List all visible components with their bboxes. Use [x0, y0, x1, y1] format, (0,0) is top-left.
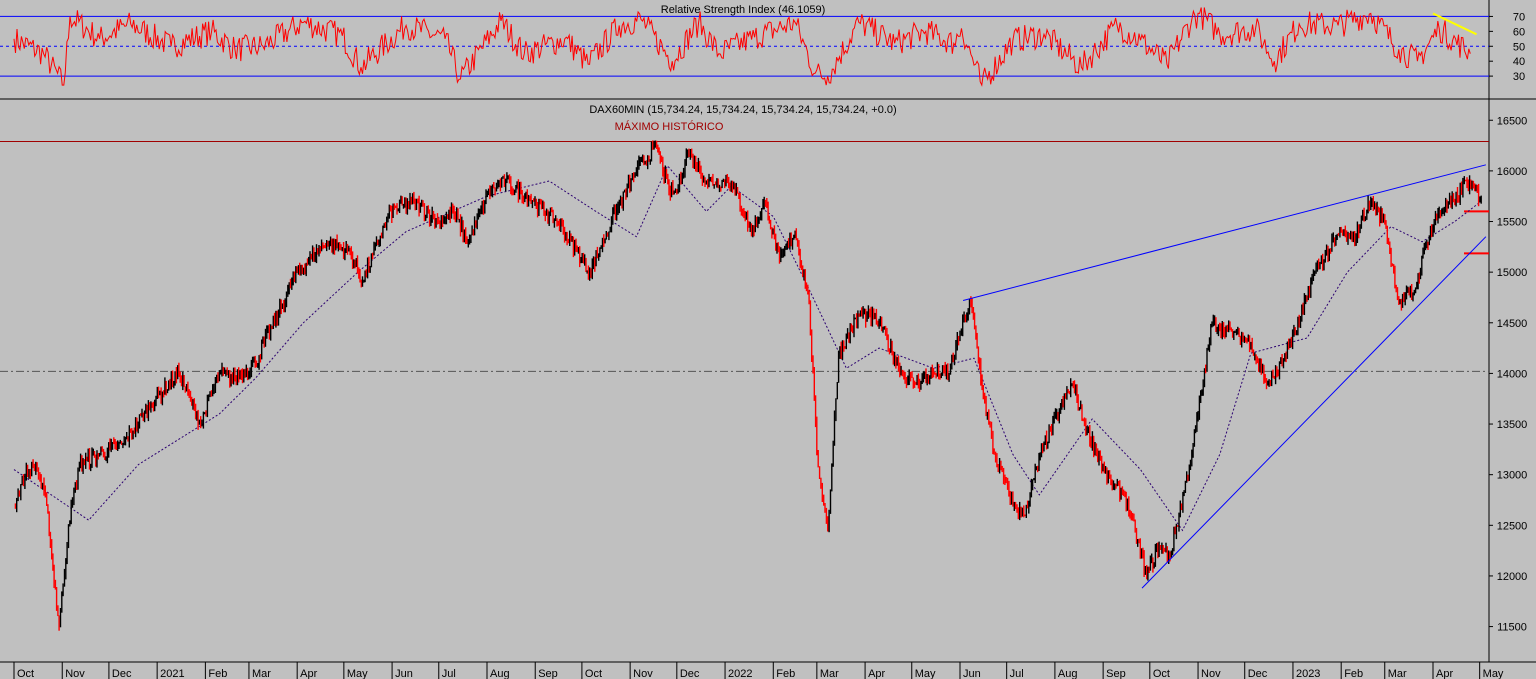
x-tick-label: Apr [1436, 668, 1453, 679]
x-tick-label: Feb [776, 668, 795, 679]
moving-average-line [13, 164, 1482, 532]
x-tick-label: May [915, 668, 936, 679]
price-tick-label: 15000 [1497, 267, 1528, 279]
x-tick-label: Apr [300, 668, 317, 679]
x-tick-label: Dec [112, 668, 132, 679]
rsi-line [13, 7, 1471, 87]
x-tick-label: May [347, 668, 368, 679]
x-axis-ticks: Oct Nov Dec 2021 Feb Mar Apr May Jun Jul Aug Sep Oct… [13, 662, 1504, 679]
rsi-tick-label: 50 [1513, 41, 1525, 53]
x-tick-label: Nov [65, 668, 85, 679]
price-series-group [13, 140, 1482, 631]
rsi-divergence-trendline [1432, 12, 1477, 36]
trendlines-group [962, 164, 1487, 589]
x-tick-label: Dec [1248, 668, 1268, 679]
price-tick-label: 13000 [1497, 470, 1528, 482]
rsi-tick-label: 40 [1513, 56, 1525, 68]
rsi-y-axis-ticks: 30 40 50 60 70 [1489, 11, 1525, 83]
rsi-tick-label: 30 [1513, 71, 1525, 83]
x-tick-label: Aug [490, 668, 510, 679]
price-tick-label: 14500 [1497, 318, 1528, 330]
price-title: DAX60MIN (15,734.24, 15,734.24, 15,734.2… [589, 104, 896, 116]
x-tick-label: Oct [1153, 668, 1170, 679]
x-tick-label: Mar [1388, 668, 1407, 679]
price-tick-label: 12500 [1497, 520, 1528, 532]
x-tick-label: 2022 [728, 668, 752, 679]
max-historico-annotation: MÁXIMO HISTÓRICO [615, 120, 724, 133]
x-tick-label: Nov [1201, 668, 1221, 679]
price-tick-label: 16000 [1497, 166, 1528, 178]
x-tick-label: Nov [633, 668, 653, 679]
price-y-axis-ticks: 11500 12000 12500 13000 13500 14000 14500 15000… [1489, 115, 1528, 634]
x-tick-label: Oct [17, 668, 34, 679]
x-tick-label: 2023 [1296, 668, 1320, 679]
x-tick-label: Jul [1010, 668, 1024, 679]
x-tick-label: Mar [820, 668, 839, 679]
x-tick-label: Jul [442, 668, 456, 679]
rsi-title: Relative Strength Index (46.1059) [661, 4, 826, 16]
x-tick-label: 2021 [160, 668, 184, 679]
x-tick-label: Aug [1058, 668, 1078, 679]
x-tick-label: Jun [395, 668, 413, 679]
price-tick-label: 15500 [1497, 217, 1528, 229]
rsi-series-group [13, 7, 1477, 87]
x-tick-label: Mar [252, 668, 271, 679]
x-tick-label: Feb [208, 668, 227, 679]
rsi-reference-lines [0, 15, 1489, 77]
upper-trendline [962, 164, 1487, 301]
x-tick-label: Sep [538, 668, 558, 679]
x-tick-label: Apr [868, 668, 885, 679]
x-tick-label: Feb [1344, 668, 1363, 679]
x-tick-label: Sep [1106, 668, 1126, 679]
x-tick-label: May [1483, 668, 1504, 679]
x-tick-label: Jun [963, 668, 981, 679]
price-tick-label: 16500 [1497, 115, 1528, 127]
price-tick-label: 13500 [1497, 419, 1528, 431]
price-tick-label: 12000 [1497, 571, 1528, 583]
price-tick-label: 14000 [1497, 368, 1528, 380]
rsi-tick-label: 60 [1513, 26, 1525, 38]
lower-trendline [1141, 236, 1487, 589]
price-tick-label: 11500 [1497, 622, 1527, 634]
price-panel: 11500 12000 12500 13000 13500 14000 14500 15000… [0, 99, 1536, 679]
rsi-tick-label: 70 [1513, 11, 1525, 23]
x-tick-label: Dec [680, 668, 700, 679]
rsi-panel: 30 40 50 60 70 Relative Strength Index (46.1… [0, 0, 1536, 100]
x-tick-label: Oct [585, 668, 602, 679]
